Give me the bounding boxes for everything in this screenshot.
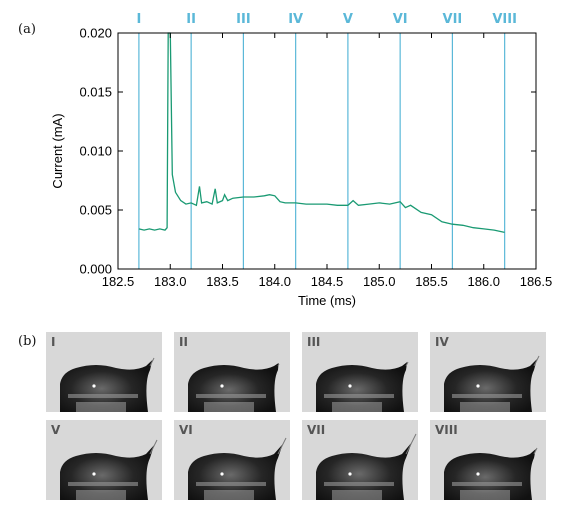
x-tick-label: 185.5 — [415, 274, 448, 289]
x-tick-label: 184.0 — [258, 274, 291, 289]
marker-label-2: II — [186, 12, 196, 27]
y-tick-label: 0.020 — [79, 26, 112, 41]
x-axis-label: Time (ms) — [298, 293, 356, 308]
current-time-chart: I II III IV V VI VII VIII 182.5 183.0 183.5 184.0 1… — [50, 12, 552, 308]
frame-6: VI — [174, 420, 290, 500]
frame-label: IV — [435, 335, 449, 349]
droplet-frame-icon — [46, 420, 162, 500]
frame-4: IV — [430, 332, 546, 412]
frame-3: III — [302, 332, 418, 412]
y-axis-label: Current (mA) — [50, 113, 65, 188]
y-tick-label: 0.000 — [79, 262, 112, 277]
frame-label: II — [179, 335, 188, 349]
x-tick-label: 186.0 — [467, 274, 500, 289]
frame-label: V — [51, 423, 61, 437]
droplet-frame-icon — [302, 420, 418, 500]
marker-label-6: VI — [393, 12, 408, 27]
marker-label-5: V — [343, 12, 353, 27]
y-tick-label: 0.015 — [79, 85, 112, 100]
frame-label: VI — [179, 423, 193, 437]
y-tick-label: 0.010 — [79, 144, 112, 159]
frame-8: VIII — [430, 420, 546, 500]
x-tick-label: 183.5 — [206, 274, 239, 289]
frame-label: VII — [307, 423, 326, 437]
droplet-frame-icon — [46, 332, 162, 412]
x-tick-label: 183.0 — [154, 274, 187, 289]
x-tick-label: 184.5 — [311, 274, 344, 289]
panel-a-label: (a) — [18, 22, 36, 37]
x-tick-label: 186.5 — [520, 274, 553, 289]
marker-label-4: IV — [288, 12, 303, 27]
y-tick-label: 0.005 — [79, 203, 112, 218]
frame-markers: I II III IV V VI VII VIII — [136, 12, 517, 269]
series-current — [138, 32, 505, 234]
panel-b-label: (b) — [18, 334, 37, 349]
frame-label: VIII — [435, 423, 458, 437]
axis-ticks: 182.5 183.0 183.5 184.0 184.5 185.0 185.5 186.0… — [79, 26, 552, 290]
marker-label-8: VIII — [492, 12, 517, 27]
x-tick-label: 185.0 — [363, 274, 396, 289]
marker-label-7: VII — [443, 12, 463, 27]
frame-2: II — [174, 332, 290, 412]
frame-5: V — [46, 420, 162, 500]
droplet-frame-icon — [174, 420, 290, 500]
droplet-frame-icon — [302, 332, 418, 412]
frame-label: I — [51, 335, 56, 349]
marker-label-1: I — [136, 12, 141, 27]
frame-label: III — [307, 335, 321, 349]
frame-7: VII — [302, 420, 418, 500]
marker-label-3: III — [236, 12, 251, 27]
droplet-frame-icon — [430, 420, 546, 500]
x-tick-label: 182.5 — [102, 274, 135, 289]
droplet-frame-icon — [174, 332, 290, 412]
plot-area — [117, 32, 537, 270]
frame-1: I — [46, 332, 162, 412]
droplet-frame-icon — [430, 332, 546, 412]
